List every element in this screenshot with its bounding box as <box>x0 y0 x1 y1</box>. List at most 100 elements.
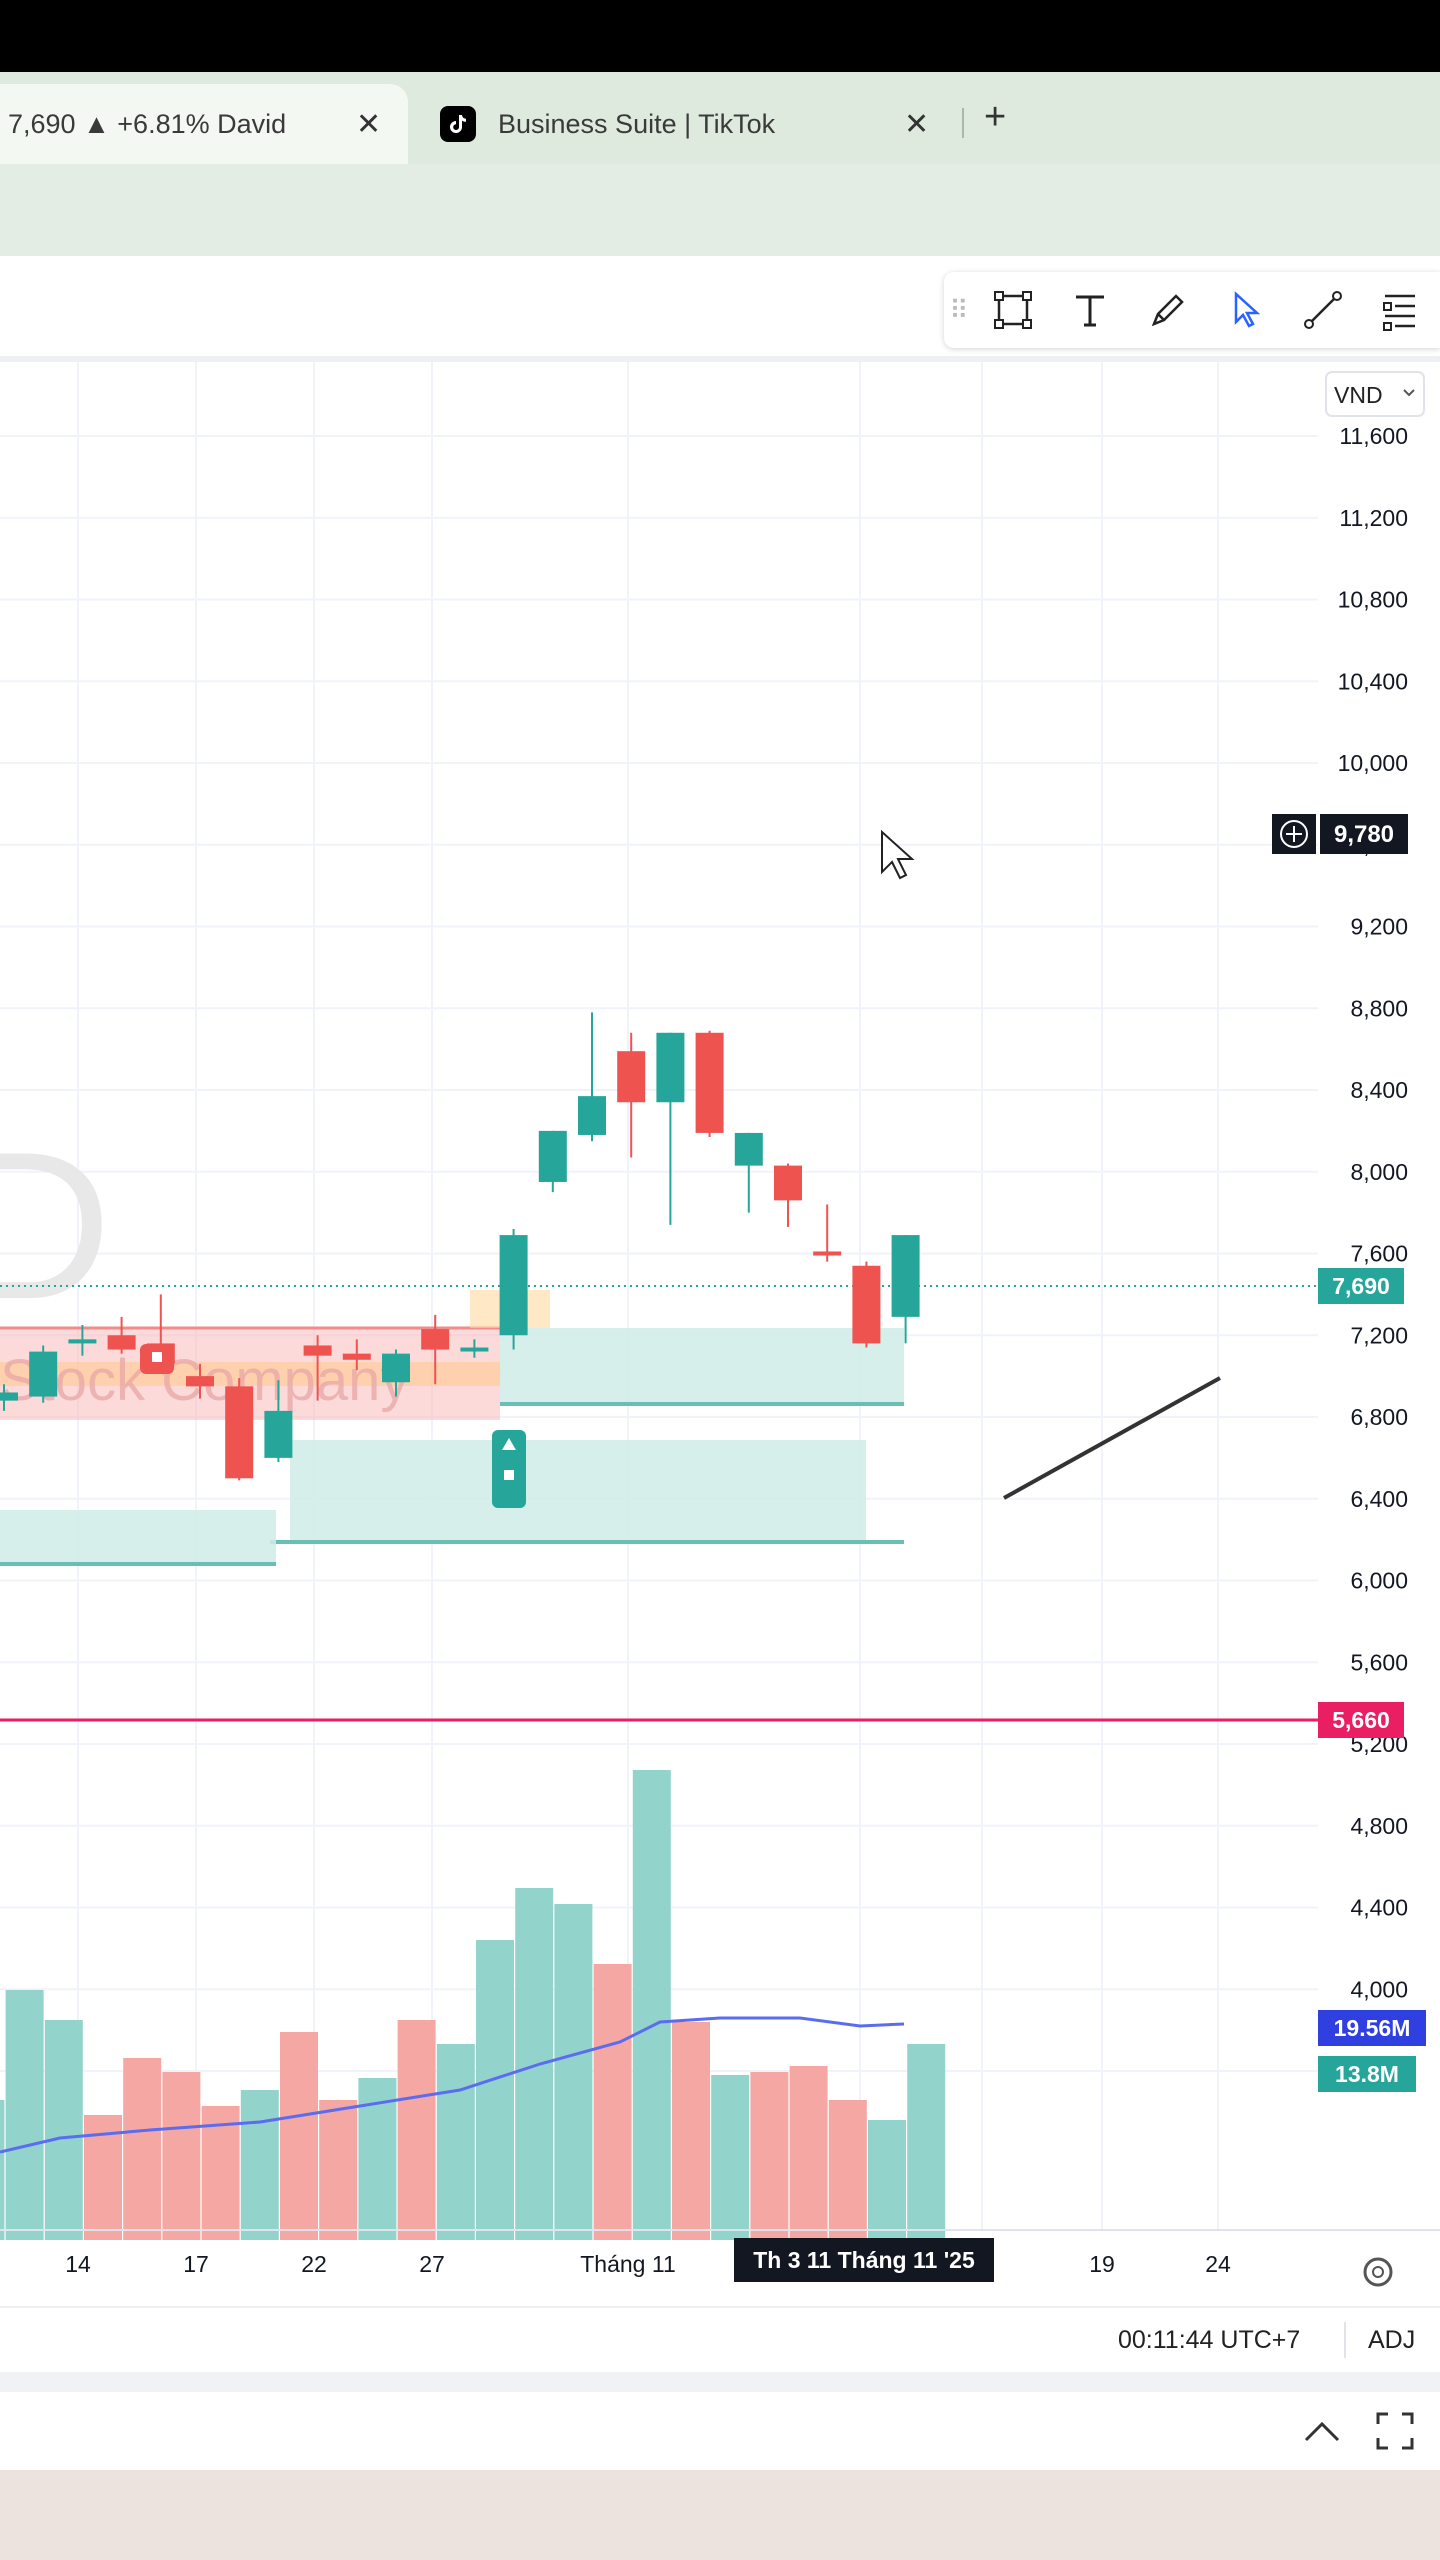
address-bar-area <box>0 164 1440 256</box>
text-icon[interactable] <box>1052 272 1130 348</box>
close-tab-icon[interactable]: ✕ <box>356 107 382 141</box>
tab-title: Business Suite | TikTok <box>498 108 776 139</box>
volume-bar <box>515 1888 554 2240</box>
volume-bar <box>123 2058 162 2240</box>
time-tick-label: 17 <box>183 2251 209 2277</box>
crosshair-date-label: Th 3 11 Tháng 11 '25 <box>734 2238 994 2282</box>
rectangle-icon[interactable] <box>974 272 1052 348</box>
candle-body <box>107 1335 136 1350</box>
volume-bar <box>5 1990 44 2240</box>
more-icon[interactable] <box>1362 272 1440 348</box>
volume-bar <box>750 2072 789 2240</box>
fullscreen-icon[interactable] <box>1374 2410 1416 2452</box>
brush-icon[interactable] <box>1129 272 1207 348</box>
last-price-label: 7,690 <box>1318 1268 1404 1304</box>
candle-body <box>303 1345 332 1356</box>
time-tick-label: 27 <box>419 2251 445 2277</box>
volume-bar <box>593 1964 632 2240</box>
price-tick-label: 8,000 <box>1350 1159 1408 1185</box>
volume-bar <box>280 2032 318 2240</box>
candle-body <box>421 1329 450 1350</box>
new-tab-button[interactable]: + <box>984 96 1007 138</box>
volume-bar <box>476 1940 514 2240</box>
tab-tiktok[interactable]: Business Suite | TikTok ✕ <box>424 84 954 164</box>
crosshair-price-label: 9,780 <box>1272 814 1408 854</box>
price-tick-label: 4,800 <box>1350 1813 1408 1839</box>
price-tick-label: 8,400 <box>1350 1077 1408 1103</box>
time-axis: 14 17 22 27 Tháng 11 19 24 <box>0 2229 1440 2277</box>
volume-bar <box>868 2120 906 2240</box>
cursor-icon[interactable] <box>1207 272 1285 348</box>
drag-handle-icon[interactable]: ⠿ <box>949 294 969 325</box>
volume-bars <box>0 1770 946 2240</box>
watermark-ticker: D <box>0 1108 112 1343</box>
time-tick-label: 22 <box>301 2251 327 2277</box>
candle-body <box>264 1410 293 1458</box>
trend-line-icon[interactable] <box>1285 272 1363 348</box>
tab-title: 7,690 ▲ +6.81% David <box>8 108 287 139</box>
chart-grid <box>0 362 1318 2230</box>
order-block-zone <box>0 1362 500 1386</box>
candle-body <box>813 1251 842 1256</box>
price-tick-label: 8,800 <box>1350 995 1408 1021</box>
volume-bar <box>789 2066 828 2240</box>
volume-bar <box>436 2044 475 2240</box>
top-black-bar <box>0 0 1440 72</box>
candle-body <box>617 1051 646 1103</box>
price-tick-label: 10,400 <box>1338 668 1408 694</box>
time-tick-label: 24 <box>1205 2251 1231 2277</box>
candle-body <box>656 1032 685 1103</box>
price-tick-label: 11,600 <box>1339 423 1408 449</box>
volume-bar <box>672 2022 710 2240</box>
chevron-down-icon <box>1403 389 1415 397</box>
volume-bar <box>162 2072 201 2240</box>
price-tick-label: 5,600 <box>1350 1649 1408 1675</box>
price-tick-label: 10,000 <box>1338 750 1408 776</box>
tab-active[interactable]: 7,690 ▲ +6.81% David ✕ <box>0 84 408 164</box>
candle-body <box>460 1347 489 1352</box>
price-tick-label: 7,200 <box>1350 1322 1408 1348</box>
svg-text:VND: VND <box>1334 382 1383 408</box>
chart-status-bar: 00:11:44 UTC+7 ADJ <box>0 2306 1440 2374</box>
volume-bar <box>240 2090 279 2240</box>
price-tick-label: 6,400 <box>1350 1486 1408 1512</box>
chart-area[interactable]: Stock Company D 11,600 11,200 10,800 10,400… <box>0 362 1440 2296</box>
price-tick-label: 4,000 <box>1350 1976 1408 2002</box>
svg-text:5,660: 5,660 <box>1332 1707 1390 1733</box>
chevron-up-icon[interactable] <box>1300 2416 1344 2446</box>
drawing-toolbar: ⠿ <box>944 272 1440 348</box>
candle-body <box>578 1096 606 1135</box>
panel-separator <box>0 2372 1440 2392</box>
time-tick-label: 19 <box>1089 2251 1115 2277</box>
settings-gear-icon[interactable] <box>1363 2257 1393 2287</box>
volume-bar <box>828 2100 867 2240</box>
volume-bar <box>44 2020 83 2240</box>
trend-line-drawing <box>1003 1376 1221 1500</box>
chart-canvas[interactable]: Stock Company D 11,60011,20010,80010,400… <box>0 362 1440 2296</box>
candle-body <box>342 1353 371 1360</box>
sell-signal-marker <box>140 1344 174 1374</box>
candle-body <box>29 1351 58 1397</box>
svg-text:9,780: 9,780 <box>1334 821 1394 848</box>
candle-body <box>0 1392 18 1401</box>
browser-tab-strip: 7,690 ▲ +6.81% David ✕ Business Suite | … <box>0 72 1440 164</box>
volume-label: 13.8M <box>1318 2056 1416 2092</box>
candle-body <box>225 1386 254 1479</box>
candle-body <box>186 1376 214 1387</box>
volume-bar <box>632 1770 671 2240</box>
clock-time[interactable]: 00:11:44 UTC+7 <box>1118 2326 1301 2354</box>
time-tick-label: 14 <box>65 2251 91 2277</box>
volume-bar <box>0 2100 5 2240</box>
adj-toggle[interactable]: ADJ <box>1368 2326 1416 2354</box>
candle-body <box>852 1265 881 1344</box>
close-tab-icon[interactable]: ✕ <box>904 107 930 141</box>
volume-ma-label: 19.56M <box>1318 2010 1426 2046</box>
device-footer <box>0 2470 1440 2560</box>
currency-select[interactable]: VND <box>1325 371 1425 417</box>
demand-zone-lower <box>0 1510 276 1564</box>
demand-zone-upper <box>500 1328 904 1404</box>
volume-bar <box>319 2100 358 2240</box>
price-tick-label: 9,200 <box>1350 914 1408 940</box>
svg-text:13.8M: 13.8M <box>1335 2061 1399 2087</box>
price-tick-label: 10,800 <box>1338 587 1408 613</box>
